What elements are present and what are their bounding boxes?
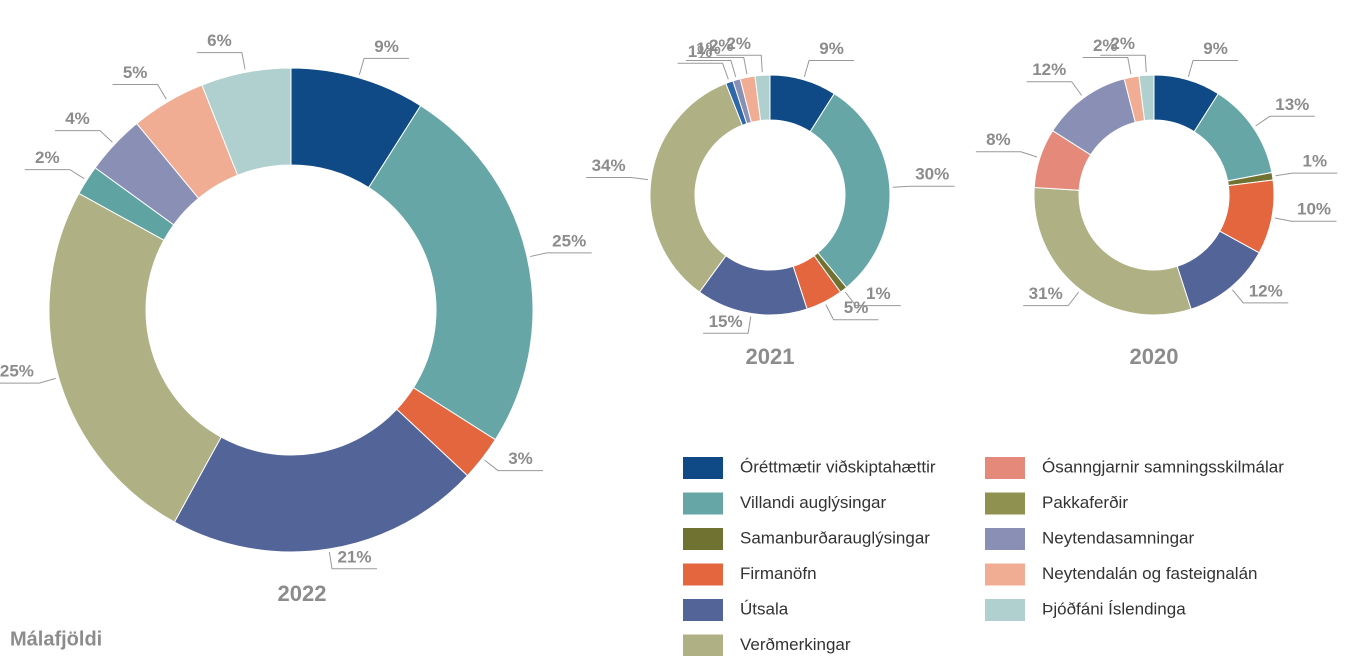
leader-line bbox=[892, 185, 955, 188]
data-label: 10% bbox=[1297, 200, 1331, 219]
slice bbox=[1033, 186, 1192, 316]
leader-line bbox=[1274, 217, 1337, 222]
legend-swatch bbox=[985, 492, 1025, 515]
slice bbox=[48, 192, 222, 523]
caption: Málafjöldi bbox=[10, 628, 102, 650]
data-label: 15% bbox=[709, 312, 743, 331]
legend-swatch bbox=[985, 528, 1025, 550]
leader-line bbox=[1082, 56, 1132, 75]
slice bbox=[368, 104, 534, 441]
leader-line bbox=[1023, 291, 1080, 307]
data-label: 34% bbox=[592, 156, 626, 175]
data-label: 8% bbox=[986, 130, 1011, 149]
slice bbox=[201, 67, 292, 176]
slice bbox=[754, 74, 771, 122]
legend-label: Neytendalán og fasteignalán bbox=[1042, 564, 1258, 583]
slice bbox=[1138, 74, 1155, 122]
leader-line bbox=[0, 377, 56, 384]
leader-line bbox=[196, 52, 246, 70]
leader-line bbox=[358, 57, 410, 75]
legend-label: Óréttmætir viðskiptahættir bbox=[740, 457, 936, 476]
legend-swatch bbox=[683, 634, 723, 656]
leader-line bbox=[698, 56, 748, 75]
leader-line bbox=[586, 176, 649, 181]
leader-line bbox=[24, 169, 85, 180]
legend-label: Villandi auglýsingar bbox=[740, 493, 887, 512]
data-label: 2% bbox=[726, 34, 751, 53]
leader-line bbox=[328, 551, 377, 570]
data-label: 2% bbox=[1093, 36, 1118, 55]
legend-label: Verðmerkingar bbox=[740, 635, 851, 654]
data-label: 31% bbox=[1029, 284, 1063, 303]
leader-line bbox=[1232, 289, 1289, 304]
legend-label: Þjóðfáni Íslendinga bbox=[1042, 599, 1186, 618]
data-label: 2% bbox=[35, 148, 60, 167]
leader-line bbox=[844, 291, 901, 307]
data-label: 9% bbox=[819, 39, 844, 58]
leader-line bbox=[677, 62, 729, 80]
legend-label: Pakkaferðir bbox=[1042, 493, 1128, 512]
legend-label: Neytendasamningar bbox=[1042, 528, 1194, 547]
leader-line bbox=[975, 151, 1038, 158]
legend-label: Útsala bbox=[740, 599, 789, 618]
slice bbox=[173, 408, 469, 553]
data-label: 6% bbox=[207, 31, 232, 50]
data-label: 25% bbox=[552, 231, 586, 250]
leader-line bbox=[1275, 172, 1338, 177]
leader-line bbox=[55, 130, 113, 143]
data-label: 25% bbox=[0, 362, 34, 381]
legend-swatch bbox=[985, 599, 1025, 621]
slice bbox=[809, 92, 891, 289]
leader-line bbox=[1100, 54, 1147, 73]
leader-line bbox=[529, 252, 592, 258]
legend-label: Samanburðarauglýsingar bbox=[740, 528, 930, 547]
leader-line bbox=[685, 60, 737, 78]
data-label: 13% bbox=[1275, 95, 1309, 114]
data-label: 9% bbox=[374, 37, 399, 56]
leader-line bbox=[1255, 115, 1315, 127]
data-label: 21% bbox=[337, 547, 371, 566]
legend-label: Ósanngjarnir samningsskilmálar bbox=[1042, 457, 1284, 476]
legend-swatch bbox=[985, 457, 1025, 479]
data-label: 1% bbox=[1302, 152, 1327, 171]
data-label: 12% bbox=[1032, 60, 1066, 79]
data-label: 1% bbox=[866, 284, 891, 303]
data-label: 30% bbox=[915, 165, 949, 184]
data-label: 2% bbox=[1110, 34, 1135, 53]
legend-swatch bbox=[683, 599, 723, 621]
data-label: 2% bbox=[709, 36, 734, 55]
leader-line bbox=[1187, 60, 1239, 78]
data-label: 9% bbox=[1203, 39, 1228, 58]
legend-swatch bbox=[683, 457, 723, 479]
data-label: 5% bbox=[844, 298, 869, 317]
leader-line bbox=[484, 459, 544, 472]
leader-line bbox=[716, 54, 763, 73]
data-label: 12% bbox=[1249, 281, 1283, 300]
chart-title: 2020 bbox=[1130, 344, 1179, 369]
legend-swatch bbox=[683, 563, 723, 586]
slice bbox=[649, 82, 744, 293]
leader-line bbox=[112, 83, 167, 100]
legend-label: Firmanöfn bbox=[740, 564, 817, 583]
chart-title: 2022 bbox=[278, 581, 327, 606]
data-label: 3% bbox=[508, 449, 533, 468]
data-label: 1% bbox=[696, 39, 721, 58]
legend-swatch bbox=[683, 528, 723, 550]
chart-title: 2021 bbox=[746, 344, 795, 369]
leader-line bbox=[825, 304, 879, 321]
leader-line bbox=[1026, 81, 1083, 96]
data-label: 4% bbox=[65, 109, 90, 128]
data-label: 1% bbox=[688, 42, 713, 61]
legend-swatch bbox=[683, 492, 723, 515]
legend-swatch bbox=[985, 563, 1025, 586]
data-label: 5% bbox=[123, 63, 148, 82]
leader-line bbox=[803, 60, 855, 78]
leader-line bbox=[703, 316, 752, 334]
